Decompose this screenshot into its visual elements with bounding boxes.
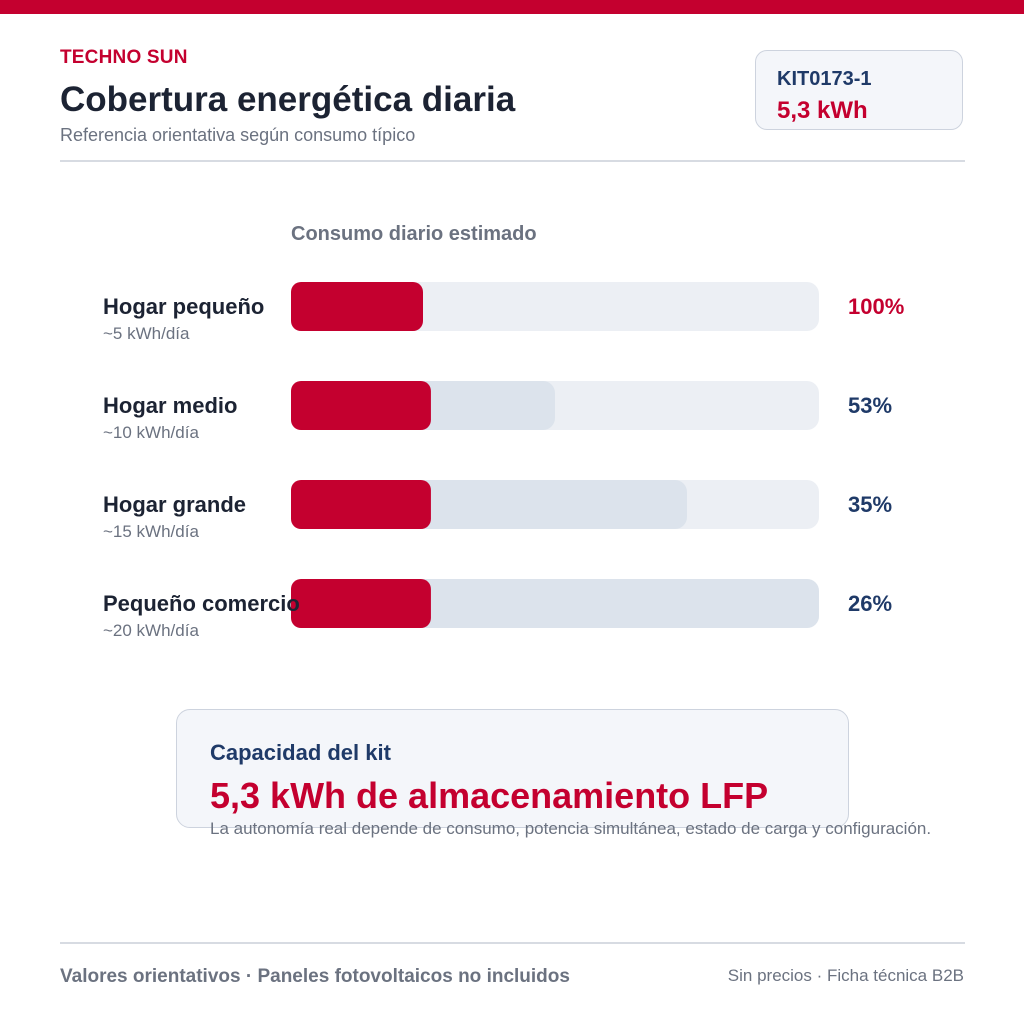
summary-box <box>176 709 849 828</box>
footer-disclaimer: Valores orientativos · Paneles fotovolta… <box>60 966 570 987</box>
summary-heading: Capacidad del kit <box>210 740 391 765</box>
kit-badge: KIT0173-1 5,3 kWh <box>755 50 963 130</box>
page-subtitle: Referencia orientativa según consumo típ… <box>60 125 416 145</box>
coverage-bar <box>291 579 431 628</box>
coverage-percent-label: 53% <box>848 393 892 418</box>
footer-note: Sin precios · Ficha técnica B2B <box>727 966 964 985</box>
category-sublabel: ~10 kWh/día <box>103 423 199 442</box>
kit-capacity: 5,3 kWh <box>777 97 868 124</box>
summary-note: La autonomía real depende de consumo, po… <box>210 819 932 838</box>
header-divider <box>60 160 965 162</box>
category-label: Hogar grande <box>103 492 246 517</box>
category-label: Hogar medio <box>103 393 237 418</box>
top-accent-bar <box>0 0 1024 14</box>
kit-code: KIT0173-1 <box>777 68 872 90</box>
category-sublabel: ~5 kWh/día <box>103 324 190 343</box>
coverage-bar <box>291 381 431 430</box>
summary-value: 5,3 kWh de almacenamiento LFP <box>210 775 769 816</box>
brand-name: TECHNO SUN <box>60 47 188 68</box>
footer-divider <box>60 942 965 944</box>
category-sublabel: ~15 kWh/día <box>103 522 199 541</box>
category-label: Pequeño comercio <box>103 591 300 616</box>
page-title: Cobertura energética diaria <box>60 80 516 119</box>
category-label: Hogar pequeño <box>103 294 264 319</box>
coverage-bar-chart: Hogar pequeño ~5 kWh/día 100% Hogar medio ~1… <box>103 282 904 640</box>
coverage-percent-label: 26% <box>848 591 892 616</box>
coverage-percent-label: 100% <box>848 294 904 319</box>
coverage-bar <box>291 480 431 529</box>
coverage-percent-label: 35% <box>848 492 892 517</box>
chart-title: Consumo diario estimado <box>291 223 537 245</box>
category-sublabel: ~20 kWh/día <box>103 621 199 640</box>
coverage-bar <box>291 282 423 331</box>
